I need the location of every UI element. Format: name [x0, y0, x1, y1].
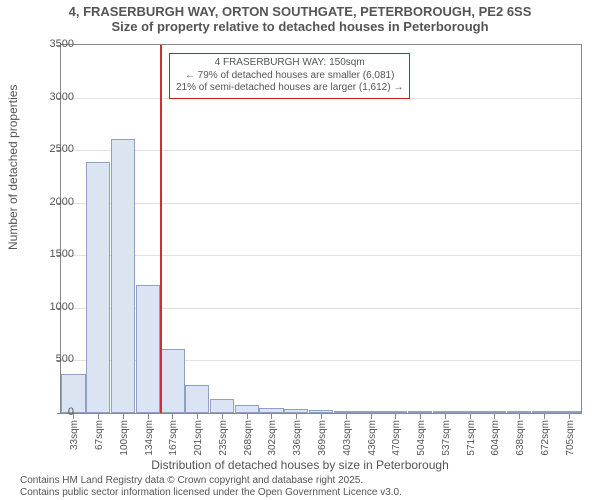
- x-tick-mark: [148, 414, 149, 419]
- histogram-bar: [334, 411, 358, 413]
- y-tick-label: 2000: [34, 196, 74, 208]
- footer-line-1: Contains HM Land Registry data © Crown c…: [20, 475, 402, 487]
- x-tick-label: 100sqm: [119, 420, 130, 456]
- x-tick-label: 302sqm: [267, 420, 278, 456]
- reference-line: [160, 45, 162, 413]
- x-tick-mark: [346, 414, 347, 419]
- x-tick-label: 403sqm: [342, 420, 353, 456]
- x-tick-mark: [247, 414, 248, 419]
- gridline: [61, 255, 581, 256]
- annotation-line: 21% of semi-detached houses are larger (…: [176, 82, 403, 95]
- x-tick-mark: [395, 414, 396, 419]
- histogram-bar: [457, 411, 481, 413]
- footer-attribution: Contains HM Land Registry data © Crown c…: [20, 475, 402, 498]
- histogram-bar: [86, 162, 110, 413]
- histogram-bar: [408, 411, 432, 413]
- histogram-bar: [111, 139, 135, 413]
- histogram-bar: [556, 411, 580, 413]
- histogram-bar: [532, 411, 556, 413]
- x-tick-label: 638sqm: [515, 420, 526, 456]
- histogram-bar: [235, 405, 259, 413]
- x-tick-mark: [271, 414, 272, 419]
- x-tick-label: 470sqm: [391, 420, 402, 456]
- histogram-bar: [185, 385, 209, 413]
- x-tick-mark: [544, 414, 545, 419]
- histogram-bar: [309, 410, 333, 413]
- x-axis-label: Distribution of detached houses by size …: [0, 458, 600, 472]
- plot-area: 4 FRASERBURGH WAY: 150sqm← 79% of detach…: [60, 44, 582, 414]
- x-tick-label: 336sqm: [292, 420, 303, 456]
- x-tick-mark: [569, 414, 570, 419]
- x-tick-mark: [123, 414, 124, 419]
- chart-title-1: 4, FRASERBURGH WAY, ORTON SOUTHGATE, PET…: [0, 4, 600, 19]
- x-tick-label: 67sqm: [94, 420, 105, 450]
- x-tick-mark: [445, 414, 446, 419]
- x-tick-mark: [321, 414, 322, 419]
- histogram-bar: [136, 285, 160, 413]
- x-tick-mark: [371, 414, 372, 419]
- x-tick-mark: [197, 414, 198, 419]
- x-tick-mark: [470, 414, 471, 419]
- x-tick-label: 436sqm: [367, 420, 378, 456]
- x-tick-label: 504sqm: [416, 420, 427, 456]
- annotation-box: 4 FRASERBURGH WAY: 150sqm← 79% of detach…: [169, 53, 410, 99]
- annotation-line: ← 79% of detached houses are smaller (6,…: [176, 70, 403, 83]
- histogram-bar: [383, 411, 407, 413]
- histogram-bar: [358, 411, 382, 413]
- histogram-bar: [259, 408, 283, 413]
- x-tick-label: 537sqm: [441, 420, 452, 456]
- x-tick-mark: [494, 414, 495, 419]
- chart-title-2: Size of property relative to detached ho…: [0, 19, 600, 34]
- y-tick-label: 2500: [34, 143, 74, 155]
- histogram-bar: [482, 411, 506, 413]
- y-tick-label: 500: [34, 353, 74, 365]
- histogram-bar: [507, 411, 531, 413]
- x-tick-mark: [98, 414, 99, 419]
- x-tick-label: 134sqm: [144, 420, 155, 456]
- histogram-bar: [210, 399, 234, 413]
- histogram-bar: [433, 411, 457, 413]
- x-tick-label: 167sqm: [168, 420, 179, 456]
- histogram-bar: [284, 409, 308, 413]
- y-tick-label: 3500: [34, 38, 74, 50]
- x-tick-label: 33sqm: [69, 420, 80, 450]
- x-tick-label: 268sqm: [243, 420, 254, 456]
- footer-line-2: Contains public sector information licen…: [20, 487, 402, 499]
- gridline: [61, 150, 581, 151]
- x-tick-label: 672sqm: [540, 420, 551, 456]
- x-tick-label: 571sqm: [466, 420, 477, 456]
- y-tick-label: 0: [34, 406, 74, 418]
- x-tick-label: 201sqm: [193, 420, 204, 456]
- y-tick-label: 3000: [34, 91, 74, 103]
- x-tick-mark: [420, 414, 421, 419]
- y-axis-label: Number of detached properties: [6, 85, 20, 250]
- x-tick-mark: [172, 414, 173, 419]
- x-tick-label: 235sqm: [218, 420, 229, 456]
- x-tick-mark: [296, 414, 297, 419]
- y-tick-label: 1000: [34, 301, 74, 313]
- histogram-bar: [160, 349, 184, 413]
- x-tick-mark: [519, 414, 520, 419]
- x-tick-label: 369sqm: [317, 420, 328, 456]
- y-tick-label: 1500: [34, 248, 74, 260]
- gridline: [61, 203, 581, 204]
- x-tick-label: 705sqm: [565, 420, 576, 456]
- x-tick-label: 604sqm: [490, 420, 501, 456]
- x-tick-mark: [222, 414, 223, 419]
- annotation-line: 4 FRASERBURGH WAY: 150sqm: [176, 57, 403, 70]
